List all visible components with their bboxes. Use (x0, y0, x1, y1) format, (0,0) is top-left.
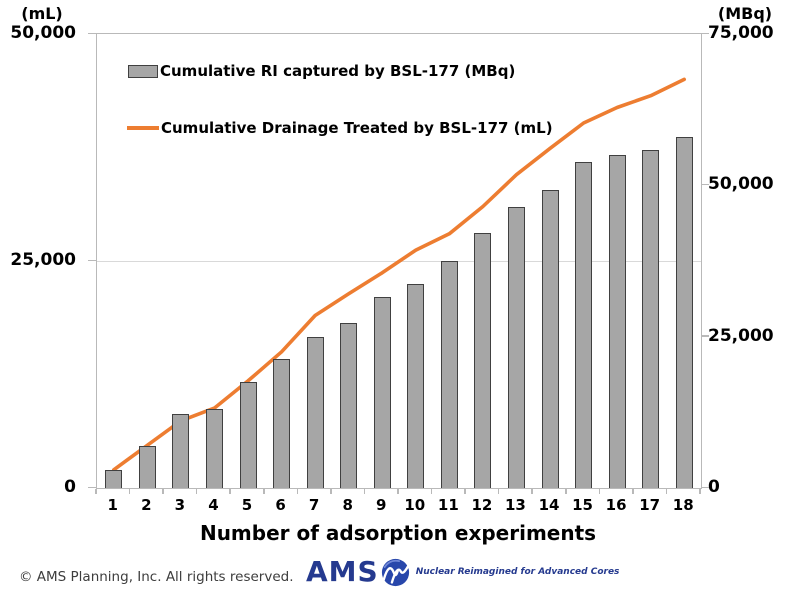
left-axis-unit: (mL) (21, 4, 63, 23)
x-axis-label-15: 15 (572, 496, 593, 514)
bar-experiment-7 (306, 337, 324, 488)
x-axis-tickmark (565, 488, 567, 494)
x-axis-tickmark (95, 488, 97, 494)
right-axis-tickmark (701, 335, 709, 337)
globe-swoosh-icon (381, 558, 410, 586)
x-axis-tickmark (531, 488, 533, 494)
bar-experiment-12 (474, 232, 492, 488)
bar-experiment-4 (205, 409, 223, 488)
legend-line-label: Cumulative Drainage Treated by BSL-177 (… (161, 119, 553, 137)
left-axis-tickmark (88, 486, 96, 488)
bar-experiment-10 (407, 284, 425, 488)
x-axis-label-13: 13 (505, 496, 526, 514)
x-axis-tickmark (229, 488, 231, 494)
bar-experiment-15 (575, 162, 593, 488)
line-series-swatch (127, 126, 159, 130)
right-axis-tick-50000: 50,000 (708, 174, 774, 194)
bar-experiment-1 (105, 470, 123, 488)
x-axis-tickmark (330, 488, 332, 494)
right-axis-tickmark (701, 486, 709, 488)
x-axis-label-8: 8 (342, 496, 353, 514)
right-axis-tickmark (701, 183, 709, 185)
x-axis-tickmark (665, 488, 668, 494)
bar-experiment-17 (642, 150, 660, 488)
x-axis-tickmark (464, 488, 466, 494)
x-axis-label-11: 11 (437, 496, 459, 514)
x-axis-tickmark (430, 488, 433, 494)
x-axis-label-18: 18 (672, 496, 694, 514)
bar-experiment-13 (507, 206, 525, 488)
right-axis-tick-75000: 75,000 (708, 23, 774, 43)
right-axis-unit: (MBq) (717, 4, 773, 23)
x-axis-tickmark (128, 488, 131, 494)
bar-experiment-18 (675, 136, 693, 488)
left-axis-tick-25000: 25,000 (10, 249, 76, 270)
bar-experiment-14 (541, 190, 559, 488)
bar-experiment-5 (239, 382, 257, 488)
legend-item-line: Cumulative Drainage Treated by BSL-177 (… (127, 119, 553, 137)
right-axis-tick-25000: 25,000 (708, 325, 774, 346)
bar-experiment-2 (138, 445, 156, 488)
x-axis-tickmark (497, 488, 500, 494)
x-axis-label-10: 10 (404, 496, 426, 514)
company-logo: AMS Nuclear Reimagined for Advanced Core… (306, 555, 619, 589)
bar-experiment-9 (373, 296, 391, 488)
left-axis-tickmark (88, 32, 96, 34)
bar-experiment-6 (273, 359, 291, 488)
logo-tagline: Nuclear Reimagined for Advanced Cores (415, 567, 620, 577)
x-axis-tickmark (195, 488, 198, 494)
x-axis-tickmark (632, 488, 634, 494)
left-axis-tick-50000: 50,000 (10, 23, 76, 43)
right-axis-tickmark (701, 32, 709, 34)
x-axis-label-16: 16 (605, 496, 627, 514)
x-axis-label-14: 14 (538, 496, 560, 514)
bar-experiment-3 (172, 413, 190, 488)
x-axis-label-1: 1 (107, 496, 118, 514)
x-axis-tickmark (598, 488, 601, 494)
x-axis-label-17: 17 (639, 496, 661, 514)
bar-experiment-8 (340, 322, 358, 488)
x-axis-label-12: 12 (471, 496, 493, 514)
x-axis-label-2: 2 (141, 496, 152, 514)
x-axis-label-4: 4 (208, 496, 219, 514)
x-axis-label-5: 5 (241, 496, 253, 514)
x-axis-label-3: 3 (174, 496, 186, 514)
bar-experiment-16 (608, 155, 626, 488)
x-axis-tickmark (397, 488, 399, 494)
x-axis-tickmark (296, 488, 299, 494)
x-axis-tickmark (363, 488, 366, 494)
x-axis-tickmark (699, 488, 701, 494)
legend-item-bars: Cumulative RI captured by BSL-177 (MBq) (128, 62, 515, 80)
x-axis-title: Number of adsorption experiments (199, 521, 597, 545)
logo-wordmark: AMS (306, 555, 379, 588)
bar-experiment-11 (440, 261, 458, 488)
left-axis-tick-0: 0 (64, 477, 76, 497)
copyright-text: © AMS Planning, Inc. All rights reserved… (19, 569, 294, 585)
x-axis-tickmark (162, 488, 164, 494)
legend-bar-label: Cumulative RI captured by BSL-177 (MBq) (160, 62, 516, 80)
right-axis-tick-0: 0 (708, 477, 720, 497)
x-axis-label-7: 7 (308, 496, 320, 514)
left-axis-tickmark (88, 259, 96, 261)
x-axis-label-6: 6 (275, 496, 286, 514)
bar-series-swatch (128, 64, 158, 78)
x-axis-tickmark (263, 488, 265, 494)
plot-area (96, 33, 702, 489)
x-axis-label-9: 9 (376, 496, 387, 514)
